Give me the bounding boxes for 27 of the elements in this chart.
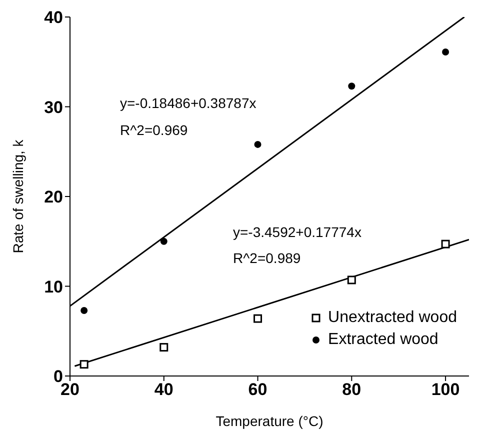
y-tick-label: 20	[44, 188, 63, 207]
y-tick-label: 30	[44, 98, 63, 117]
point	[348, 82, 356, 90]
legend-label: Extracted wood	[328, 330, 438, 350]
point	[160, 343, 168, 352]
point	[441, 240, 450, 248]
point	[347, 276, 356, 284]
point	[80, 306, 88, 314]
point	[254, 140, 262, 148]
x-tick-label: 40	[154, 380, 174, 400]
y-axis-title: Rate of swelling, k	[10, 138, 26, 254]
annotation: y=-0.18486+0.38787x	[120, 95, 256, 111]
x-tick-label: 60	[248, 380, 268, 400]
x-tick-label: 80	[342, 380, 362, 400]
y-tick-label: 10	[44, 277, 63, 296]
x-tick-label: 100	[431, 380, 460, 400]
point	[442, 48, 450, 56]
annotation: R^2=0.989	[233, 250, 301, 266]
point	[254, 314, 262, 323]
point	[80, 360, 88, 369]
point	[160, 238, 168, 245]
legend-label: Unextracted wood	[328, 308, 457, 328]
x-axis-title: Temperature (°C)	[216, 413, 324, 429]
y-tick-label: 40	[44, 8, 63, 28]
annotation: y=-3.4592+0.17774x	[233, 224, 362, 240]
x-tick-label: 20	[60, 380, 80, 400]
annotation: R^2=0.969	[120, 122, 188, 138]
